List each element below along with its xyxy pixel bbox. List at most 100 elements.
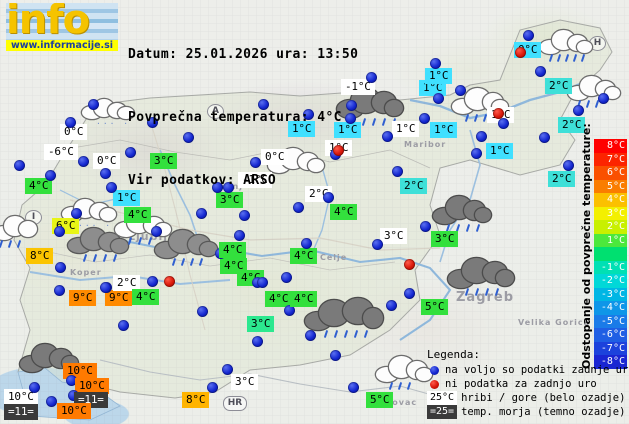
mountain-temperature-label: 0°C xyxy=(261,149,289,165)
station-dot[interactable] xyxy=(420,221,431,232)
station-dot[interactable] xyxy=(404,288,415,299)
station-dot[interactable] xyxy=(348,382,359,393)
station-dot-no-data[interactable] xyxy=(493,108,504,119)
station-dot[interactable] xyxy=(257,277,268,288)
station-dot[interactable] xyxy=(197,306,208,317)
station-dot[interactable] xyxy=(293,202,304,213)
rain-cloud-symbol xyxy=(433,196,491,233)
color-scale-step: 2°C xyxy=(594,220,627,234)
header-info: Datum: 25.01.2026 ura: 13:50 Povprečna t… xyxy=(128,2,358,233)
station-dot[interactable] xyxy=(118,320,129,331)
station-dot[interactable] xyxy=(563,160,574,171)
station-dot[interactable] xyxy=(372,239,383,250)
legend: Legenda: na voljo so podatki zadnje ure n… xyxy=(427,348,629,419)
temperature-label: 9°C xyxy=(105,290,133,306)
rain-cloud-symbol xyxy=(448,258,514,297)
sea-temp-swatch: =25= xyxy=(427,405,458,419)
country-code-badge: A xyxy=(207,104,224,119)
site-logo[interactable]: info www.informacije.si xyxy=(6,3,118,51)
station-dot[interactable] xyxy=(54,226,65,237)
logo-url: www.informacije.si xyxy=(6,40,118,51)
station-dot[interactable] xyxy=(100,282,111,293)
station-dot[interactable] xyxy=(430,58,441,69)
station-dot[interactable] xyxy=(147,117,158,128)
color-scale-step: 6°C xyxy=(594,166,627,180)
station-dot[interactable] xyxy=(305,330,316,341)
temperature-label: 1°C xyxy=(334,122,362,138)
station-dot[interactable] xyxy=(66,375,77,386)
station-dot[interactable] xyxy=(183,132,194,143)
station-dot[interactable] xyxy=(46,396,57,407)
station-dot[interactable] xyxy=(88,99,99,110)
station-dot[interactable] xyxy=(471,148,482,159)
color-scale-step: -3°C xyxy=(594,287,627,301)
station-dot[interactable] xyxy=(71,208,82,219)
station-dot-no-data[interactable] xyxy=(164,276,175,287)
temperature-label: 10°C xyxy=(75,378,109,394)
station-dot[interactable] xyxy=(303,109,314,120)
station-dot[interactable] xyxy=(366,72,377,83)
station-dot[interactable] xyxy=(147,276,158,287)
station-dot[interactable] xyxy=(523,30,534,41)
station-dot[interactable] xyxy=(78,156,89,167)
temperature-label: 1°C xyxy=(113,190,141,206)
station-dot[interactable] xyxy=(330,350,341,361)
station-dot[interactable] xyxy=(14,160,25,171)
station-dot[interactable] xyxy=(54,285,65,296)
temperature-label: 5°C xyxy=(366,392,394,408)
station-dot[interactable] xyxy=(455,85,466,96)
station-dot[interactable] xyxy=(392,166,403,177)
station-dot[interactable] xyxy=(196,208,207,219)
station-dot[interactable] xyxy=(323,192,334,203)
station-dot[interactable] xyxy=(55,262,66,273)
station-dot[interactable] xyxy=(573,105,584,116)
station-dot[interactable] xyxy=(212,182,223,193)
station-dot[interactable] xyxy=(151,226,162,237)
mountain-temperature-label: -1°C xyxy=(341,79,375,95)
station-dot[interactable] xyxy=(252,336,263,347)
rain-cloud-symbol xyxy=(376,356,432,391)
station-dot[interactable] xyxy=(598,93,609,104)
station-dot[interactable] xyxy=(239,210,250,221)
temperature-label: 5°C xyxy=(421,299,449,315)
station-dot[interactable] xyxy=(68,390,79,401)
station-dot[interactable] xyxy=(234,230,245,241)
station-dot[interactable] xyxy=(476,131,487,142)
station-dot[interactable] xyxy=(539,132,550,143)
station-dot[interactable] xyxy=(258,99,269,110)
station-dot[interactable] xyxy=(281,272,292,283)
temperature-label: -6°C xyxy=(44,144,78,160)
temperature-label: 3°C xyxy=(431,231,459,247)
station-dot[interactable] xyxy=(284,305,295,316)
station-dot[interactable] xyxy=(382,131,393,142)
station-dot[interactable] xyxy=(386,300,397,311)
legend-row: 25°C hribi / gore (belo ozadje) xyxy=(427,391,629,405)
station-dot[interactable] xyxy=(419,113,430,124)
header-source-line: Vir podatkov: ARSO xyxy=(128,173,277,188)
color-scale-step: -6°C xyxy=(594,328,627,342)
station-dot[interactable] xyxy=(346,100,357,111)
logo-wordmark: info xyxy=(6,3,90,43)
hill-temp-swatch: 25°C xyxy=(427,391,458,405)
station-dot[interactable] xyxy=(106,182,117,193)
station-dot-no-data[interactable] xyxy=(333,145,344,156)
station-dot-no-data[interactable] xyxy=(515,47,526,58)
temperature-label: 4°C xyxy=(25,178,53,194)
station-dot[interactable] xyxy=(65,117,76,128)
station-dot[interactable] xyxy=(45,170,56,181)
station-dot-no-data[interactable] xyxy=(404,259,415,270)
station-dot[interactable] xyxy=(207,382,218,393)
mountain-temperature-label: 10°C xyxy=(4,389,38,405)
station-dot[interactable] xyxy=(125,147,136,158)
legend-label: temp. morja (temno ozadje) xyxy=(461,406,626,418)
station-dot[interactable] xyxy=(100,168,111,179)
station-dot[interactable] xyxy=(345,113,356,124)
station-dot[interactable] xyxy=(223,182,234,193)
station-dot[interactable] xyxy=(301,238,312,249)
station-dot[interactable] xyxy=(250,157,261,168)
station-dot[interactable] xyxy=(535,66,546,77)
station-dot[interactable] xyxy=(433,93,444,104)
station-dot[interactable] xyxy=(29,382,40,393)
station-dot[interactable] xyxy=(222,364,233,375)
station-dot[interactable] xyxy=(498,118,509,129)
